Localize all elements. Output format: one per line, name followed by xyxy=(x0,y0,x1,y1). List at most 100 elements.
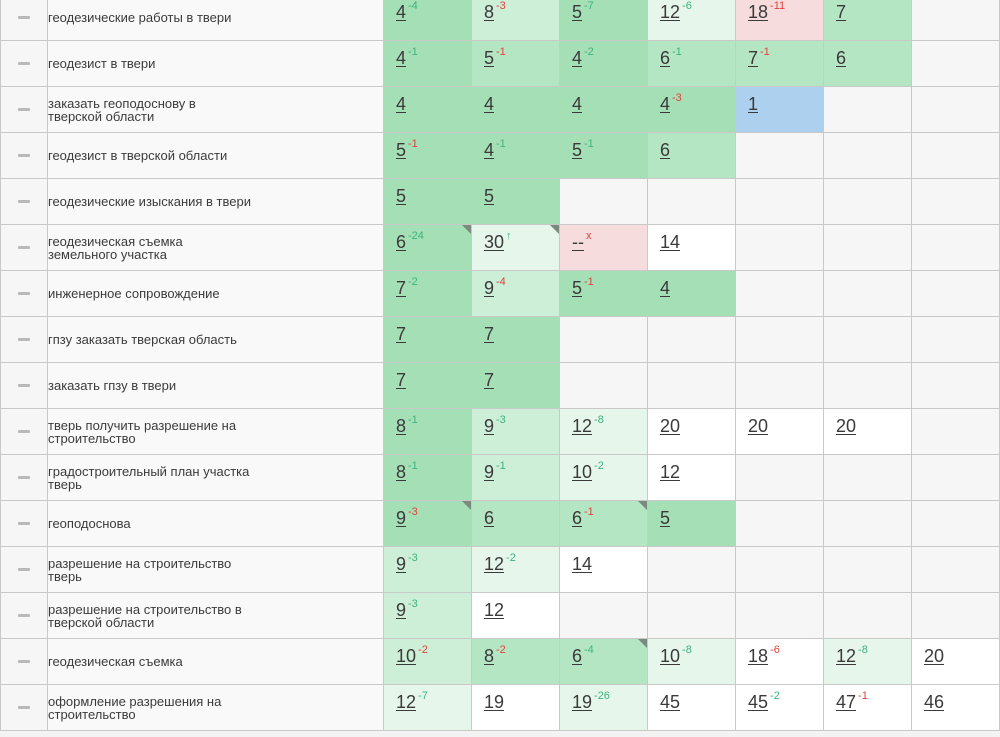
minus-icon[interactable] xyxy=(18,705,30,709)
position-link[interactable]: 9 xyxy=(396,600,407,620)
position-cell[interactable]: 6 xyxy=(823,40,912,87)
position-link[interactable]: 7 xyxy=(396,370,407,390)
position-link[interactable]: 9 xyxy=(396,508,407,528)
position-cell[interactable]: 6 xyxy=(471,500,560,547)
position-cell[interactable]: 20 xyxy=(735,408,824,455)
position-link[interactable]: 9 xyxy=(484,278,495,298)
position-cell[interactable]: 4 -4 xyxy=(383,0,472,41)
minus-icon[interactable] xyxy=(18,291,30,295)
minus-icon[interactable] xyxy=(18,61,30,65)
position-link[interactable]: 7 xyxy=(484,324,495,344)
position-cell[interactable]: 6 -1 xyxy=(647,40,736,87)
position-link[interactable]: 4 xyxy=(484,140,495,160)
position-cell[interactable]: 12 -8 xyxy=(823,638,912,685)
position-link[interactable]: 5 xyxy=(660,508,671,528)
position-link[interactable]: 20 xyxy=(836,416,857,436)
row-handle[interactable] xyxy=(0,454,48,501)
position-cell[interactable]: 6 -24 xyxy=(383,224,472,271)
position-link[interactable]: 8 xyxy=(484,646,495,666)
position-link[interactable]: 14 xyxy=(660,232,681,252)
row-handle[interactable] xyxy=(0,86,48,133)
position-cell[interactable]: 7 xyxy=(471,316,560,363)
position-cell[interactable]: 5 -7 xyxy=(559,0,648,41)
row-handle[interactable] xyxy=(0,224,48,271)
position-cell[interactable]: 9 -4 xyxy=(471,270,560,317)
position-cell[interactable]: 18 -11 xyxy=(735,0,824,41)
position-cell[interactable]: 10 -2 xyxy=(383,638,472,685)
position-link[interactable]: 20 xyxy=(748,416,769,436)
row-handle[interactable] xyxy=(0,546,48,593)
position-cell[interactable]: 8 -2 xyxy=(471,638,560,685)
row-handle[interactable] xyxy=(0,132,48,179)
row-handle[interactable] xyxy=(0,40,48,87)
position-cell[interactable]: 4 xyxy=(647,270,736,317)
position-link[interactable]: 5 xyxy=(572,2,583,22)
position-link[interactable]: 18 xyxy=(748,646,769,666)
minus-icon[interactable] xyxy=(18,337,30,341)
minus-icon[interactable] xyxy=(18,567,30,571)
position-link[interactable]: 19 xyxy=(484,692,505,712)
position-cell[interactable]: 7 -1 xyxy=(735,40,824,87)
minus-icon[interactable] xyxy=(18,107,30,111)
row-handle[interactable] xyxy=(0,362,48,409)
position-link[interactable]: 12 xyxy=(660,462,681,482)
position-cell[interactable]: 20 xyxy=(911,638,1000,685)
position-cell[interactable]: 5 -1 xyxy=(471,40,560,87)
position-link[interactable]: 46 xyxy=(924,692,945,712)
position-link[interactable]: 30 xyxy=(484,232,505,252)
position-cell[interactable]: 5 xyxy=(647,500,736,547)
position-link[interactable]: 4 xyxy=(572,94,583,114)
position-link[interactable]: 9 xyxy=(484,416,495,436)
position-link[interactable]: 6 xyxy=(572,646,583,666)
position-cell[interactable]: 7 -2 xyxy=(383,270,472,317)
minus-icon[interactable] xyxy=(18,199,30,203)
position-link[interactable]: 4 xyxy=(660,94,671,114)
row-handle[interactable] xyxy=(0,684,48,731)
position-cell[interactable]: 18 -6 xyxy=(735,638,824,685)
position-cell[interactable]: 4 xyxy=(471,86,560,133)
position-link[interactable]: 20 xyxy=(660,416,681,436)
position-cell[interactable]: 12 -2 xyxy=(471,546,560,593)
position-link[interactable]: -- xyxy=(572,232,584,252)
position-cell[interactable]: -- x xyxy=(559,224,648,271)
position-link[interactable]: 5 xyxy=(484,48,495,68)
position-cell[interactable]: 9 -3 xyxy=(383,592,472,639)
position-link[interactable]: 8 xyxy=(484,2,495,22)
position-cell[interactable]: 6 -1 xyxy=(559,500,648,547)
position-link[interactable]: 5 xyxy=(484,186,495,206)
position-link[interactable]: 4 xyxy=(396,94,407,114)
position-cell[interactable]: 4 -1 xyxy=(383,40,472,87)
minus-icon[interactable] xyxy=(18,245,30,249)
position-link[interactable]: 12 xyxy=(396,692,417,712)
position-cell[interactable]: 9 -1 xyxy=(471,454,560,501)
position-link[interactable]: 47 xyxy=(836,692,857,712)
position-link[interactable]: 9 xyxy=(484,462,495,482)
position-link[interactable]: 12 xyxy=(572,416,593,436)
position-link[interactable]: 8 xyxy=(396,462,407,482)
position-link[interactable]: 7 xyxy=(396,278,407,298)
position-link[interactable]: 7 xyxy=(748,48,759,68)
position-link[interactable]: 5 xyxy=(572,140,583,160)
position-link[interactable]: 6 xyxy=(660,140,671,160)
position-link[interactable]: 4 xyxy=(396,2,407,22)
position-link[interactable]: 4 xyxy=(572,48,583,68)
position-cell[interactable]: 12 -6 xyxy=(647,0,736,41)
position-cell[interactable]: 6 xyxy=(647,132,736,179)
position-link[interactable]: 12 xyxy=(660,2,681,22)
position-cell[interactable]: 9 -3 xyxy=(383,546,472,593)
position-cell[interactable]: 47 -1 xyxy=(823,684,912,731)
position-cell[interactable]: 1 xyxy=(735,86,824,133)
position-cell[interactable]: 45 xyxy=(647,684,736,731)
position-cell[interactable]: 7 xyxy=(471,362,560,409)
position-link[interactable]: 5 xyxy=(396,186,407,206)
row-handle[interactable] xyxy=(0,408,48,455)
minus-icon[interactable] xyxy=(18,15,30,19)
minus-icon[interactable] xyxy=(18,521,30,525)
position-cell[interactable]: 46 xyxy=(911,684,1000,731)
position-cell[interactable]: 5 -1 xyxy=(383,132,472,179)
position-link[interactable]: 19 xyxy=(572,692,593,712)
position-cell[interactable]: 10 -8 xyxy=(647,638,736,685)
minus-icon[interactable] xyxy=(18,659,30,663)
position-cell[interactable]: 20 xyxy=(823,408,912,455)
position-link[interactable]: 7 xyxy=(836,2,847,22)
